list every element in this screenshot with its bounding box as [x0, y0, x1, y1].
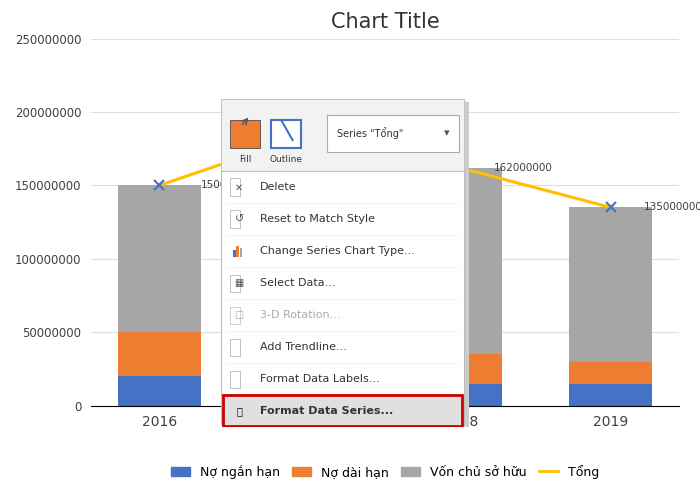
- Text: 🖌: 🖌: [236, 406, 242, 416]
- Text: ▦: ▦: [234, 278, 244, 288]
- Text: 162000000: 162000000: [494, 163, 552, 173]
- Text: Outline: Outline: [270, 155, 303, 164]
- FancyBboxPatch shape: [230, 179, 240, 196]
- Text: Reset to Match Style: Reset to Match Style: [260, 214, 375, 224]
- Bar: [570, 362, 652, 384]
- Text: Series "Tổng": Series "Tổng": [337, 128, 404, 140]
- Text: Format Data Series...: Format Data Series...: [260, 406, 393, 416]
- Text: Change Series Chart Type...: Change Series Chart Type...: [260, 246, 415, 256]
- Text: 3-D Rotation...: 3-D Rotation...: [260, 311, 341, 320]
- FancyBboxPatch shape: [224, 102, 469, 431]
- Bar: [118, 376, 200, 406]
- Bar: [419, 355, 502, 384]
- Text: ▾: ▾: [444, 128, 449, 139]
- FancyBboxPatch shape: [272, 120, 301, 148]
- Bar: [419, 384, 502, 406]
- FancyBboxPatch shape: [230, 370, 240, 388]
- Bar: [419, 168, 502, 355]
- FancyBboxPatch shape: [230, 211, 240, 228]
- Text: ↺: ↺: [234, 214, 244, 224]
- Text: 150000000: 150000000: [202, 181, 260, 190]
- FancyBboxPatch shape: [230, 274, 240, 292]
- FancyBboxPatch shape: [220, 99, 464, 171]
- Bar: [237, 246, 239, 256]
- Text: ✕: ✕: [235, 182, 243, 192]
- FancyBboxPatch shape: [230, 339, 240, 356]
- FancyBboxPatch shape: [328, 115, 459, 152]
- Legend: Nợ ngắn hạn, Nợ dài hạn, Vốn chủ sở hữu, Tổng: Nợ ngắn hạn, Nợ dài hạn, Vốn chủ sở hữu,…: [166, 460, 604, 483]
- FancyBboxPatch shape: [230, 120, 260, 148]
- Title: Chart Title: Chart Title: [330, 12, 440, 31]
- Text: □: □: [234, 311, 244, 320]
- Text: Format Data Labels...: Format Data Labels...: [260, 374, 380, 384]
- Bar: [268, 142, 351, 332]
- Bar: [118, 185, 200, 332]
- Bar: [570, 208, 652, 362]
- Bar: [268, 332, 351, 384]
- FancyBboxPatch shape: [220, 99, 464, 424]
- Text: Add Trendline...: Add Trendline...: [260, 342, 347, 353]
- Text: Select Data...: Select Data...: [260, 278, 336, 288]
- Text: Delete: Delete: [260, 182, 297, 192]
- Text: Fill: Fill: [239, 155, 251, 164]
- Bar: [570, 384, 652, 406]
- Bar: [118, 332, 200, 376]
- Bar: [268, 384, 351, 406]
- FancyBboxPatch shape: [230, 307, 240, 324]
- Bar: [239, 248, 242, 256]
- FancyBboxPatch shape: [223, 396, 461, 426]
- Text: 135000000: 135000000: [644, 202, 700, 213]
- Bar: [233, 250, 236, 256]
